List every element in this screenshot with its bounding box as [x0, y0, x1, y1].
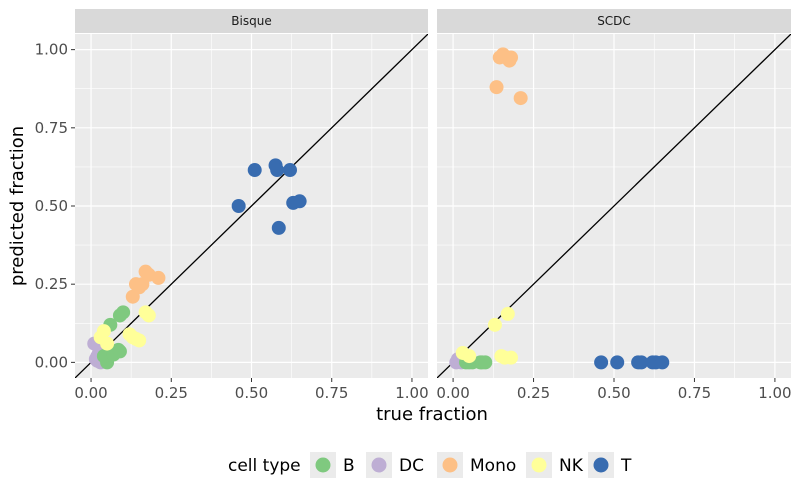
legend-label-t: T: [620, 456, 632, 476]
data-point-nk: [96, 324, 111, 339]
data-point-b: [478, 355, 493, 370]
facet-strip: [75, 9, 428, 33]
data-point-nk: [504, 350, 519, 365]
data-point-t: [594, 355, 609, 370]
series-nk: [455, 306, 519, 365]
panels-layer: Bisque 0.00 0.25 0.50 0.75 1.00 0.00 0.25 0.50 0.…: [35, 9, 792, 402]
legend-key-b: [315, 457, 331, 473]
axis-layer: true fraction predicted fraction: [7, 126, 488, 425]
y-tick-label: 0.75: [35, 119, 68, 137]
series-nk: [93, 305, 156, 351]
data-point-mono: [513, 91, 528, 106]
x-tick-label: 0.25: [155, 384, 188, 402]
data-point-nk: [462, 349, 477, 364]
y-tick-label: 0.00: [35, 353, 68, 371]
x-tick-label: 0.50: [235, 384, 268, 402]
data-point-t: [247, 163, 262, 178]
x-tick-label: 0.00: [436, 384, 469, 402]
data-point-nk: [141, 308, 156, 323]
facet-strip: [437, 9, 791, 33]
legend-key-mono: [442, 457, 458, 473]
data-point-nk: [500, 306, 515, 321]
data-point-b: [116, 305, 131, 320]
data-point-t: [610, 355, 625, 370]
x-tick-label: 0.75: [315, 384, 348, 402]
y-tick-label: 0.25: [35, 275, 68, 293]
data-point-mono: [504, 50, 519, 65]
y-axis-title: predicted fraction: [7, 126, 28, 286]
data-point-t: [271, 220, 286, 235]
legend-key-dc: [371, 457, 387, 473]
x-tick-label: 1.00: [395, 384, 428, 402]
data-point-mono: [489, 80, 504, 95]
series-t: [594, 355, 670, 370]
data-point-nk: [132, 333, 147, 348]
y-tick-label: 0.50: [35, 197, 68, 215]
x-tick-label: 0.25: [517, 384, 550, 402]
panel-scdc: SCDC 0.00 0.25 0.50 0.75 1.00: [436, 9, 792, 402]
facet-strip-label: SCDC: [597, 14, 631, 28]
legend: cell type B DC Mono NK T: [228, 452, 632, 478]
data-point-t: [655, 355, 670, 370]
series-t: [231, 158, 307, 235]
data-point-b: [112, 344, 127, 359]
data-point-t: [270, 163, 285, 178]
y-tick-label: 1.00: [35, 41, 68, 59]
data-point-t: [634, 355, 649, 370]
legend-key-t: [593, 457, 609, 473]
x-tick-label: 0.50: [597, 384, 630, 402]
legend-label-nk: NK: [559, 456, 584, 476]
data-point-nk: [487, 317, 502, 332]
identity-reference-line: [75, 34, 428, 378]
data-point-t: [283, 163, 298, 178]
series-mono: [125, 264, 166, 304]
data-point-mono: [151, 270, 166, 285]
legend-label-b: B: [343, 456, 355, 476]
panel-bisque: Bisque 0.00 0.25 0.50 0.75 1.00 0.00 0.25 0.50 0.…: [35, 9, 429, 402]
series-mono: [489, 47, 528, 106]
legend-label-mono: Mono: [470, 456, 516, 476]
x-axis-title: true fraction: [376, 404, 488, 425]
data-point-nk: [100, 336, 115, 351]
data-point-t: [292, 194, 307, 209]
facet-strip-label: Bisque: [231, 14, 271, 28]
x-tick-label: 0.75: [678, 384, 711, 402]
legend-label-dc: DC: [399, 456, 424, 476]
legend-key-nk: [531, 457, 547, 473]
data-point-t: [231, 199, 246, 213]
legend-title: cell type: [228, 456, 301, 476]
x-tick-label: 1.00: [758, 384, 791, 402]
x-tick-label: 0.00: [74, 384, 107, 402]
